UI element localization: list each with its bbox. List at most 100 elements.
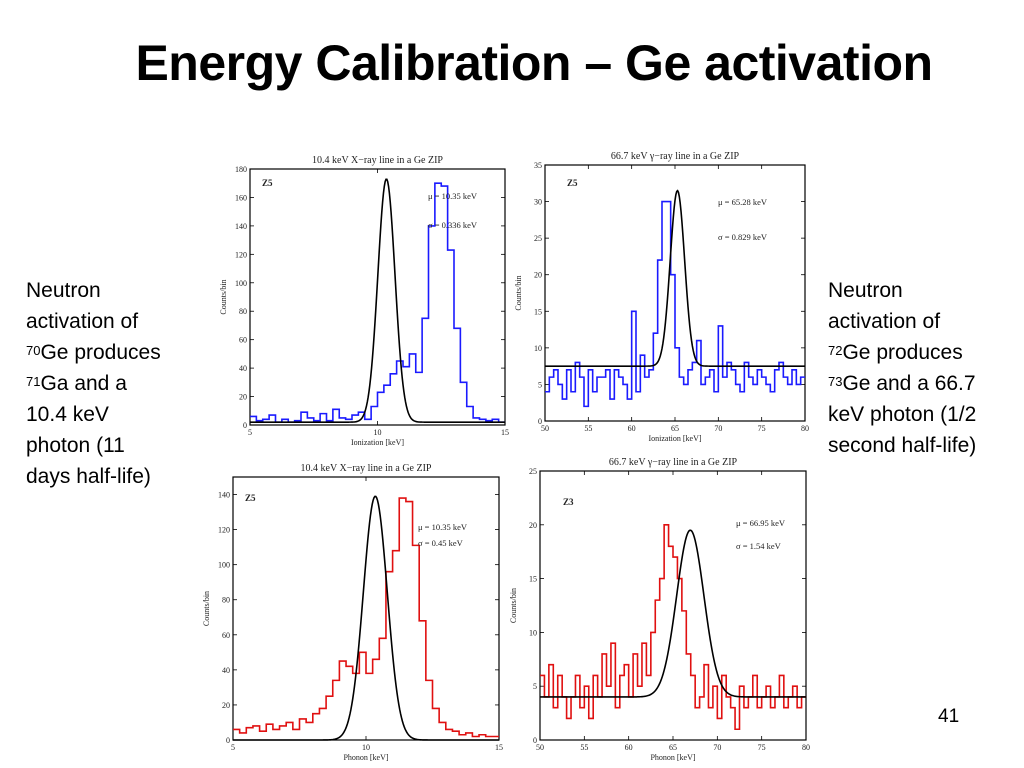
left-line-3-text: Ge produces [40, 341, 161, 364]
right-line-4-text: Ge and a 66.7 [842, 372, 976, 395]
right-sup-2: 73 [828, 374, 843, 389]
x-tick-label: 70 [714, 424, 722, 433]
y-tick-label: 0 [243, 421, 247, 430]
y-tick-label: 0 [226, 736, 230, 745]
gaussian-fit-line [545, 189, 805, 367]
chart-title: 10.4 keV X−ray line in a Ge ZIP [312, 155, 443, 166]
left-line-5: 10.4 keV [26, 403, 109, 426]
y-tick-label: 20 [534, 271, 542, 280]
detector-label: Z5 [262, 178, 273, 188]
y-tick-label: 10 [529, 628, 537, 637]
left-line-7: days half-life) [26, 465, 151, 488]
plot-frame [232, 476, 500, 741]
y-axis-label: Counts/bin [202, 591, 211, 626]
left-sup-2: 71 [26, 374, 41, 389]
x-axis-label: Ionization [keV] [648, 434, 701, 443]
y-tick-label: 40 [222, 666, 230, 675]
y-tick-label: 80 [222, 596, 230, 605]
y-axis-label: Counts/bin [509, 588, 518, 623]
y-tick-label: 140 [235, 222, 247, 231]
chart-phonon-10keV: 10.4 keV X−ray line in a Ge ZIP 0 20 40 60 80… [202, 463, 503, 762]
fit-annotation: σ = 0.829 keV [718, 232, 768, 242]
y-tick-label: 10 [534, 344, 542, 353]
right-line-3-text: Ge produces [842, 341, 963, 364]
y-tick-label: 140 [218, 491, 230, 500]
x-tick-label: 50 [536, 743, 544, 752]
detector-label: Z5 [567, 178, 578, 188]
chart-title: 10.4 keV X−ray line in a Ge ZIP [301, 463, 432, 474]
x-tick-label: 75 [758, 424, 766, 433]
y-tick-label: 120 [218, 526, 230, 535]
y-tick-label: 80 [239, 307, 247, 316]
x-tick-label: 50 [541, 424, 549, 433]
chart-ionization-66keV: 66.7 keV γ−ray line in a Ge ZIP 0 5 10 15 20 2… [514, 151, 809, 443]
left-sup-1: 70 [26, 343, 41, 358]
left-line-2: activation of [26, 310, 139, 333]
left-line-6: photon (11 [26, 434, 125, 457]
x-tick-label: 10 [374, 428, 382, 437]
x-tick-label: 65 [671, 424, 679, 433]
x-tick-label: 80 [802, 743, 810, 752]
fit-annotation: μ = 66.95 keV [736, 518, 786, 528]
detector-label: Z3 [563, 497, 574, 507]
x-axis-label: Ionization [keV] [351, 438, 404, 447]
y-axis-label: Counts/bin [514, 275, 523, 310]
y-tick-label: 25 [529, 467, 537, 476]
left-line-3: 70Ge produces [26, 337, 201, 368]
x-tick-label: 15 [501, 428, 509, 437]
x-tick-label: 5 [231, 743, 235, 752]
fit-annotation: μ = 10.35 keV [428, 191, 478, 201]
x-tick-label: 65 [669, 743, 677, 752]
gaussian-fit-line [250, 178, 505, 423]
y-tick-label: 15 [529, 575, 537, 584]
detector-label: Z5 [245, 493, 256, 503]
y-tick-label: 160 [235, 193, 247, 202]
page-number: 41 [938, 706, 960, 727]
x-tick-label: 60 [628, 424, 636, 433]
fit-annotation: σ = 1.54 keV [736, 541, 782, 551]
gaussian-fit-line [233, 495, 499, 741]
y-tick-label: 180 [235, 165, 247, 174]
x-tick-label: 10 [362, 743, 370, 752]
y-tick-label: 20 [239, 393, 247, 402]
y-tick-label: 20 [222, 701, 230, 710]
x-tick-label: 70 [713, 743, 721, 752]
slide-title: Energy Calibration – Ge activation [135, 35, 933, 91]
x-axis-label: Phonon [keV] [650, 753, 695, 762]
chart-title: 66.7 keV γ−ray line in a Ge ZIP [611, 151, 740, 162]
y-tick-label: 30 [534, 198, 542, 207]
left-description: Neutron activation of 70Ge produces 71Ga… [26, 275, 201, 492]
y-tick-label: 100 [235, 279, 247, 288]
x-tick-label: 55 [580, 743, 588, 752]
histogram-series [540, 524, 806, 731]
right-sup-1: 72 [828, 343, 843, 358]
right-line-3: 72Ge produces [828, 337, 1018, 368]
y-tick-label: 15 [534, 307, 542, 316]
histogram-series [233, 497, 499, 738]
x-tick-label: 60 [625, 743, 633, 752]
fit-annotation: μ = 65.28 keV [718, 197, 768, 207]
right-line-5: keV photon (1/2 [828, 403, 977, 426]
left-line-4: 71Ga and a [26, 368, 201, 399]
x-tick-label: 55 [584, 424, 592, 433]
chart-ionization-10keV: 10.4 keV X−ray line in a Ge ZIP 0 20 40 60 80… [219, 155, 509, 447]
right-line-6: second half-life) [828, 434, 977, 457]
x-axis-label: Phonon [keV] [343, 753, 388, 762]
y-tick-label: 60 [222, 631, 230, 640]
y-tick-label: 120 [235, 250, 247, 259]
y-tick-label: 40 [239, 364, 247, 373]
y-tick-label: 60 [239, 336, 247, 345]
y-tick-label: 100 [218, 561, 230, 570]
y-tick-label: 0 [538, 417, 542, 426]
fit-annotation: μ = 10.35 keV [418, 522, 468, 532]
gaussian-fit-line [540, 529, 806, 698]
fit-annotation: σ = 0.45 keV [418, 538, 464, 548]
chart-title: 66.7 keV γ−ray line in a Ge ZIP [609, 457, 738, 468]
x-tick-label: 5 [248, 428, 252, 437]
right-description: Neutron activation of 72Ge produces 73Ge… [828, 275, 1018, 461]
y-tick-label: 20 [529, 521, 537, 530]
left-line-4-text: Ga and a [40, 372, 127, 395]
right-line-2: activation of [828, 310, 941, 333]
chart-phonon-66keV: 66.7 keV γ−ray line in a Ge ZIP 0 5 10 15 20 2… [509, 457, 810, 762]
x-tick-label: 80 [801, 424, 809, 433]
